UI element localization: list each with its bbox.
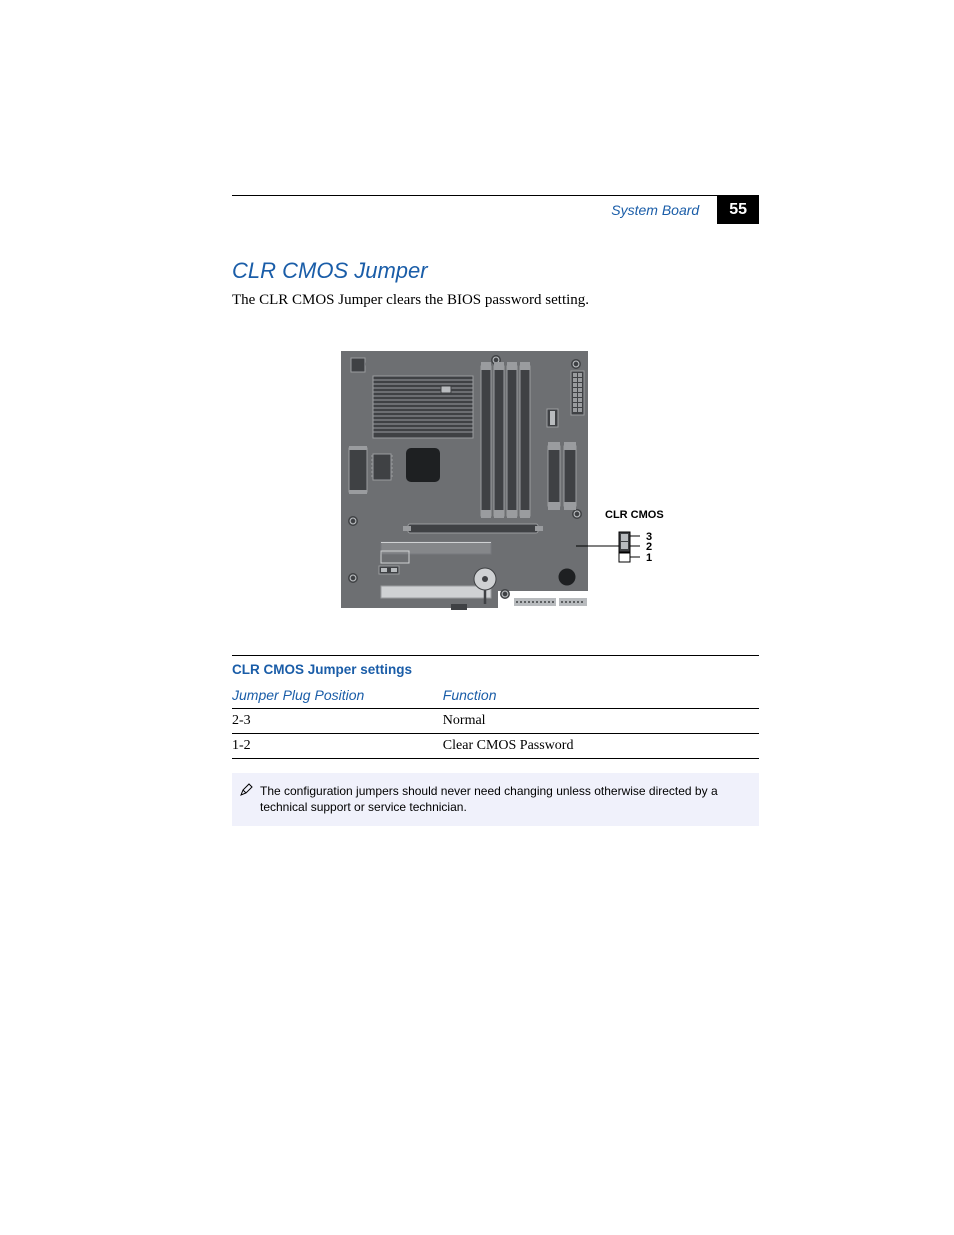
cell: Clear CMOS Password [443,734,759,759]
section-title: CLR CMOS Jumper [232,258,759,284]
chapter-title: System Board [611,202,699,218]
jumper-settings-table: CLR CMOS Jumper settings Jumper Plug Pos… [232,655,759,759]
page-header: System Board 55 [232,195,759,230]
table-row: 1-2 Clear CMOS Password [232,734,759,759]
intro-paragraph: The CLR CMOS Jumper clears the BIOS pass… [232,290,759,310]
note-text: The configuration jumpers should never n… [260,784,718,814]
table-row: 2-3 Normal [232,709,759,734]
cell: 2-3 [232,709,443,734]
col-header-function: Function [443,682,759,709]
pencil-icon [240,783,254,797]
cell: 1-2 [232,734,443,759]
motherboard-diagram: CLR CMOS 3 2 1 [232,346,759,621]
callout-label: CLR CMOS [605,509,664,521]
table-caption: CLR CMOS Jumper settings [232,656,759,683]
page-number: 55 [717,196,759,224]
col-header-position: Jumper Plug Position [232,682,443,709]
cell: Normal [443,709,759,734]
note-callout: The configuration jumpers should never n… [232,773,759,825]
pin-1: 1 [646,552,652,564]
